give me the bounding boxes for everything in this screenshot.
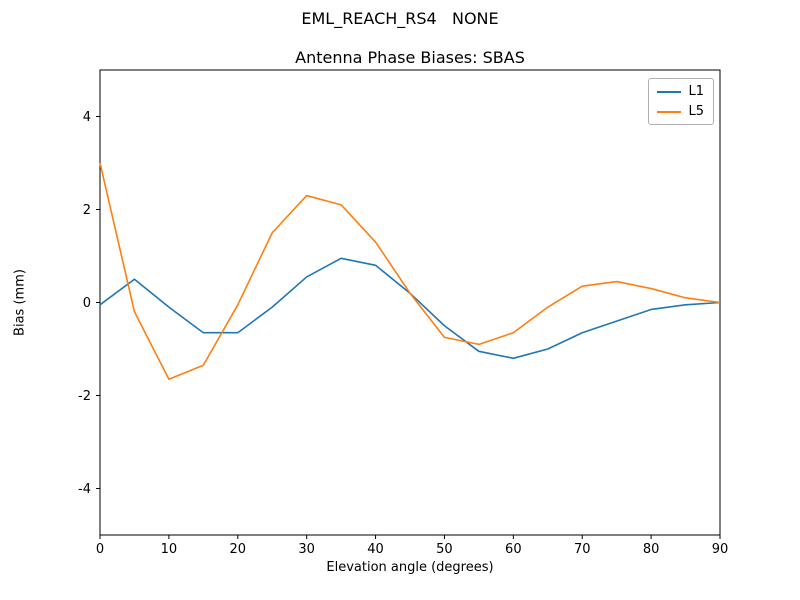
x-tick-label: 50 [436, 542, 453, 557]
legend-item-l1: L1 [657, 84, 704, 99]
series-line-L5 [99, 162, 721, 381]
y-axis-label: Bias (mm) [12, 269, 28, 336]
x-axis-label: Elevation angle (degrees) [326, 560, 494, 575]
legend-item-l5: L5 [657, 104, 704, 119]
legend-line-l1-icon [657, 90, 682, 93]
figure-suptitle: EML_REACH_RS4 NONE [301, 9, 499, 28]
x-tick-label: 80 [643, 542, 660, 557]
y-tick-label: 4 [83, 110, 91, 125]
y-tick-label: -2 [78, 389, 91, 404]
legend-line-l5-icon [657, 110, 682, 113]
legend-label-l1: L1 [688, 84, 704, 99]
x-tick-label: 70 [574, 542, 591, 557]
y-tick-label: 0 [83, 296, 91, 311]
y-tick-label: -4 [78, 482, 91, 497]
x-tick-label: 40 [367, 542, 384, 557]
legend-label-l5: L5 [688, 104, 704, 119]
x-tick-label: 90 [712, 542, 729, 557]
x-tick-label: 30 [298, 542, 315, 557]
x-tick-label: 0 [96, 542, 104, 557]
x-tick-label: 20 [230, 542, 247, 557]
legend: L1 L5 [648, 78, 714, 125]
x-tick-label: 60 [505, 542, 522, 557]
series-line-L1 [99, 257, 721, 360]
x-tick-label: 10 [161, 542, 178, 557]
axes-title: Antenna Phase Biases: SBAS [295, 48, 525, 67]
y-tick-label: 2 [83, 203, 91, 218]
axes-spines [99, 69, 721, 536]
